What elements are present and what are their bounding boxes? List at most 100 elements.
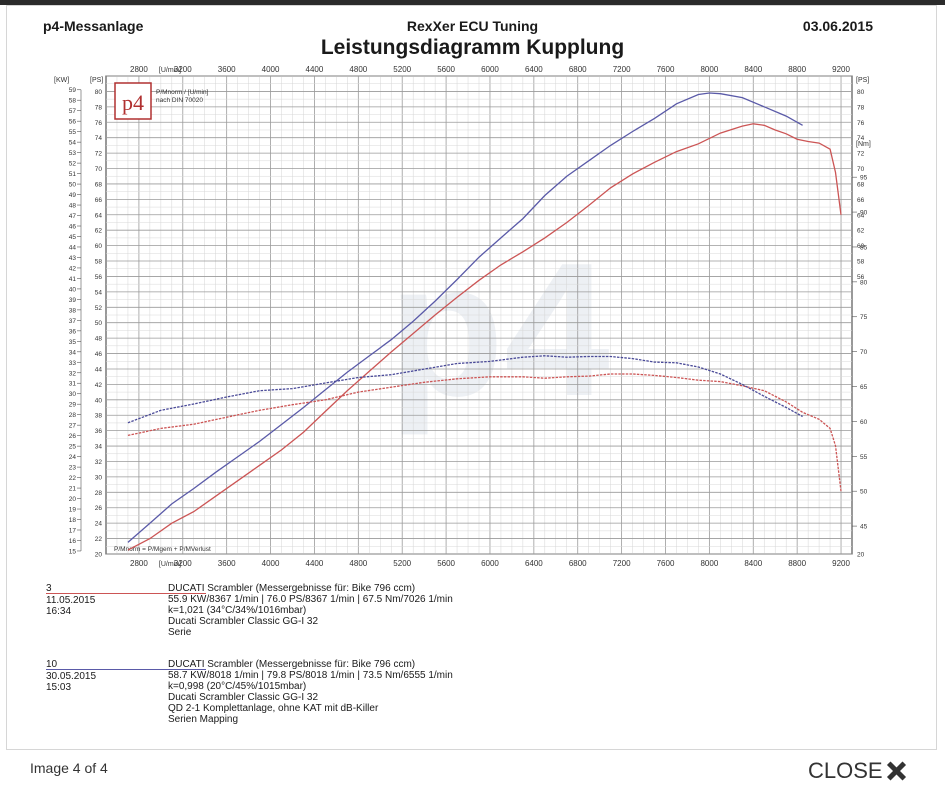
inset-line: P/Mnorm / [U/min] bbox=[156, 89, 209, 96]
p4-logo-box bbox=[114, 82, 152, 120]
ps-unit-label-right: [PS] bbox=[856, 77, 869, 84]
kw-tick-label: 33 bbox=[69, 360, 77, 367]
x-tick-label-bottom: 8400 bbox=[744, 559, 762, 568]
kw-tick-label: 51 bbox=[69, 171, 77, 178]
ps-tick-label-left: 60 bbox=[95, 243, 103, 250]
x-tick-label-bottom: 6800 bbox=[569, 559, 587, 568]
nm-tick-label: 70 bbox=[860, 349, 868, 356]
nm-tick-label: 55 bbox=[860, 454, 868, 461]
close-button[interactable]: CLOSE bbox=[808, 758, 907, 784]
lab-name: p4-Messanlage bbox=[43, 18, 144, 34]
x-tick-label-top: 9200 bbox=[832, 65, 850, 74]
nm-tick-label: 45 bbox=[860, 524, 868, 531]
nm-tick-label: 90 bbox=[860, 210, 868, 217]
ps-tick-label-left: 40 bbox=[95, 397, 103, 404]
ps-tick-label-right: 60 bbox=[857, 243, 865, 250]
close-icon bbox=[885, 760, 907, 782]
kw-tick-label: 59 bbox=[69, 87, 77, 94]
kw-tick-label: 55 bbox=[69, 129, 77, 136]
x-tick-label-bottom: 4400 bbox=[306, 559, 324, 568]
ps-tick-label-left: 38 bbox=[95, 413, 103, 420]
dyno-chart: p4 2800 2800 3200 3200 3600 3600 4000 4000 4400 44… bbox=[54, 65, 871, 568]
kw-tick-label: 25 bbox=[69, 444, 77, 451]
kw-tick-label: 49 bbox=[69, 192, 77, 199]
ps-tick-label-right: 68 bbox=[857, 181, 865, 188]
kw-tick-label: 38 bbox=[69, 307, 77, 314]
ps-tick-label-left: 74 bbox=[95, 135, 103, 142]
ps-tick-label-left: 28 bbox=[95, 490, 103, 497]
x-tick-label-bottom: 2800 bbox=[130, 559, 148, 568]
run-details: DUCATI Scrambler (Messergebnisse für: Bi… bbox=[168, 659, 453, 725]
inset-line: nach DIN 70020 bbox=[156, 97, 203, 104]
ps-tick-label-left: 80 bbox=[95, 89, 103, 96]
kw-tick-label: 40 bbox=[69, 286, 77, 293]
ps-tick-label-right: 64 bbox=[857, 212, 865, 219]
x-tick-label-bottom: 8800 bbox=[788, 559, 806, 568]
kw-tick-label: 30 bbox=[69, 391, 77, 398]
run-date: 30.05.2015 15:03 bbox=[46, 671, 97, 693]
ps-tick-label-left: 68 bbox=[95, 181, 103, 188]
run-line-sample bbox=[46, 593, 206, 594]
kw-tick-label: 27 bbox=[69, 423, 77, 430]
kw-tick-label: 22 bbox=[69, 475, 77, 482]
nm-tick-label: 95 bbox=[860, 175, 868, 182]
ps-tick-label-right: 80 bbox=[857, 89, 865, 96]
ps-tick-label-right: 72 bbox=[857, 151, 865, 158]
ps-tick-label-left: 76 bbox=[95, 120, 103, 127]
x-tick-label-bottom: 4000 bbox=[262, 559, 280, 568]
nm-tick-label: 60 bbox=[860, 419, 868, 426]
kw-tick-label: 35 bbox=[69, 339, 77, 346]
x-tick-label-bottom: 8000 bbox=[700, 559, 718, 568]
kw-tick-label: 23 bbox=[69, 465, 77, 472]
x-tick-label-bottom: 6400 bbox=[525, 559, 543, 568]
ps-tick-label-left: 46 bbox=[95, 351, 103, 358]
image-frame bbox=[6, 5, 937, 750]
kw-tick-label: 53 bbox=[69, 150, 77, 157]
kw-tick-label: 36 bbox=[69, 328, 77, 335]
kw-tick-label: 58 bbox=[69, 98, 77, 105]
ps-tick-label-left: 32 bbox=[95, 459, 103, 466]
kw-tick-label: 32 bbox=[69, 370, 77, 377]
x-tick-label-bottom: 7200 bbox=[613, 559, 631, 568]
ps-tick-label-right: 20 bbox=[857, 552, 865, 559]
x-tick-label-bottom: 6000 bbox=[481, 559, 499, 568]
run-detail-line: k=0,998 (20°C/45%/1015mbar) bbox=[168, 681, 307, 692]
ps-unit-label-left: [PS] bbox=[90, 77, 103, 84]
x-tick-label-bottom: 7600 bbox=[657, 559, 675, 568]
ps-tick-label-right: 76 bbox=[857, 120, 865, 127]
ps-tick-label-left: 78 bbox=[95, 104, 103, 111]
x-tick-label-top: 2800 bbox=[130, 65, 148, 74]
run-detail-line: QD 2-1 Komplettanlage, ohne KAT mit dB-K… bbox=[168, 703, 379, 714]
kw-tick-label: 45 bbox=[69, 234, 77, 241]
ps-tick-label-right: 58 bbox=[857, 259, 865, 266]
run-detail-line: DUCATI Scrambler (Messergebnisse für: Bi… bbox=[168, 659, 416, 670]
ps-tick-label-left: 64 bbox=[95, 212, 103, 219]
ps-tick-label-left: 20 bbox=[95, 552, 103, 559]
ps-tick-label-left: 36 bbox=[95, 428, 103, 435]
ps-tick-label-right: 56 bbox=[857, 274, 865, 281]
x-tick-label-top: 7200 bbox=[613, 65, 631, 74]
nm-tick-label: 65 bbox=[860, 384, 868, 391]
series-line-power_ps-run-10 bbox=[127, 92, 803, 543]
ps-tick-label-left: 66 bbox=[95, 197, 103, 204]
kw-tick-label: 44 bbox=[69, 244, 77, 251]
kw-tick-label: 41 bbox=[69, 276, 77, 283]
kw-tick-label: 15 bbox=[69, 548, 77, 555]
ps-tick-label-left: 72 bbox=[95, 151, 103, 158]
kw-tick-label: 48 bbox=[69, 203, 77, 210]
run-detail-line: Ducati Scrambler Classic GG-I 32 bbox=[168, 616, 319, 627]
x-tick-label-top: 3200 bbox=[174, 65, 192, 74]
kw-tick-label: 46 bbox=[69, 224, 77, 231]
kw-tick-label: 34 bbox=[69, 349, 77, 356]
watermark: p4 bbox=[388, 224, 610, 436]
x-tick-label-top: 4800 bbox=[349, 65, 367, 74]
x-tick-label-top: 6400 bbox=[525, 65, 543, 74]
kw-tick-label: 47 bbox=[69, 213, 77, 220]
ps-tick-label-left: 62 bbox=[95, 228, 103, 235]
ps-tick-label-left: 42 bbox=[95, 382, 103, 389]
ps-tick-label-left: 56 bbox=[95, 274, 103, 281]
kw-unit-label: [KW] bbox=[54, 77, 69, 84]
x-tick-label-bottom: 3600 bbox=[218, 559, 236, 568]
x-tick-label-top: 8000 bbox=[700, 65, 718, 74]
ps-tick-label-right: 70 bbox=[857, 166, 865, 173]
